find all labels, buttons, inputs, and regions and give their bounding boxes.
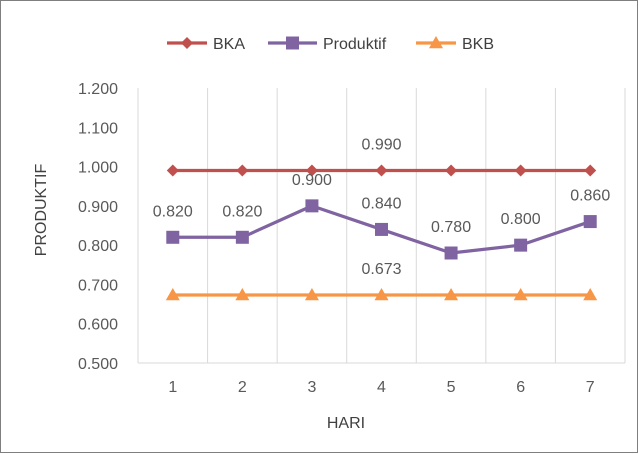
x-tick-label: 2	[238, 379, 247, 396]
data-point	[513, 288, 528, 301]
data-point	[583, 215, 597, 229]
y-tick-label: 0.600	[78, 317, 118, 334]
data-point	[444, 288, 459, 301]
legend-marker	[181, 37, 193, 49]
y-tick-label: 0.500	[78, 356, 118, 373]
y-tick-label: 1.100	[78, 120, 118, 137]
x-tick-label: 3	[307, 379, 316, 396]
legend-marker	[429, 36, 443, 49]
data-label: 0.840	[361, 195, 401, 212]
legend: BKA Produktif BKB	[167, 36, 494, 53]
legend-item-bka: BKA	[167, 36, 245, 53]
data-label: 0.820	[153, 203, 193, 220]
axes: 0.500 0.600 0.700 0.800 0.900 1.000 1.100 1.200…	[78, 81, 625, 396]
data-point	[235, 230, 249, 244]
y-tick-label: 1.000	[78, 160, 118, 177]
series-lines	[165, 164, 598, 301]
legend-marker	[286, 36, 299, 50]
data-point	[445, 164, 458, 177]
legend-label: BKB	[462, 36, 494, 53]
data-point	[514, 238, 528, 252]
gridlines	[137, 88, 626, 363]
data-point	[514, 164, 527, 177]
x-tick-label: 4	[377, 379, 386, 396]
legend-label: BKA	[213, 36, 245, 53]
data-label: 0.900	[292, 172, 332, 189]
data-label: 0.820	[222, 203, 262, 220]
data-point	[304, 288, 319, 301]
data-point	[375, 164, 388, 177]
data-label: 0.780	[431, 219, 471, 236]
data-point	[166, 164, 179, 177]
series-produktif	[166, 199, 597, 260]
data-point	[305, 164, 318, 177]
y-tick-label: 1.200	[78, 81, 118, 98]
data-point	[374, 288, 389, 301]
legend-label: Produktif	[323, 36, 387, 53]
data-point	[236, 164, 249, 177]
data-point	[583, 288, 598, 301]
data-point	[584, 164, 597, 177]
data-point	[375, 222, 388, 236]
data-label: 0.860	[570, 188, 610, 205]
data-label: 0.673	[361, 261, 401, 278]
y-tick-label: 0.700	[78, 277, 118, 294]
data-label: 0.800	[501, 211, 541, 228]
x-tick-label: 7	[586, 379, 595, 396]
data-point	[444, 246, 458, 260]
x-tick-label: 5	[447, 379, 456, 396]
data-label: 0.990	[361, 137, 401, 154]
y-tick-label: 0.900	[78, 199, 118, 216]
data-point	[165, 288, 180, 301]
legend-item-bkb: BKB	[416, 36, 494, 53]
series-bka	[166, 164, 597, 177]
x-axis-title: HARI	[327, 415, 365, 432]
data-point	[235, 288, 250, 301]
y-axis-title: PRODUKTIF	[33, 164, 50, 257]
legend-item-produktif: Produktif	[268, 36, 387, 53]
series-bkb	[165, 288, 598, 301]
data-point	[166, 230, 180, 244]
data-point	[305, 199, 319, 213]
x-tick-label: 6	[516, 379, 525, 396]
x-tick-label: 1	[168, 379, 177, 396]
data-labels: 0.990 0.820 0.820 0.900 0.840 0.780 0.800 0.860…	[153, 137, 611, 279]
y-tick-label: 0.800	[78, 238, 118, 255]
